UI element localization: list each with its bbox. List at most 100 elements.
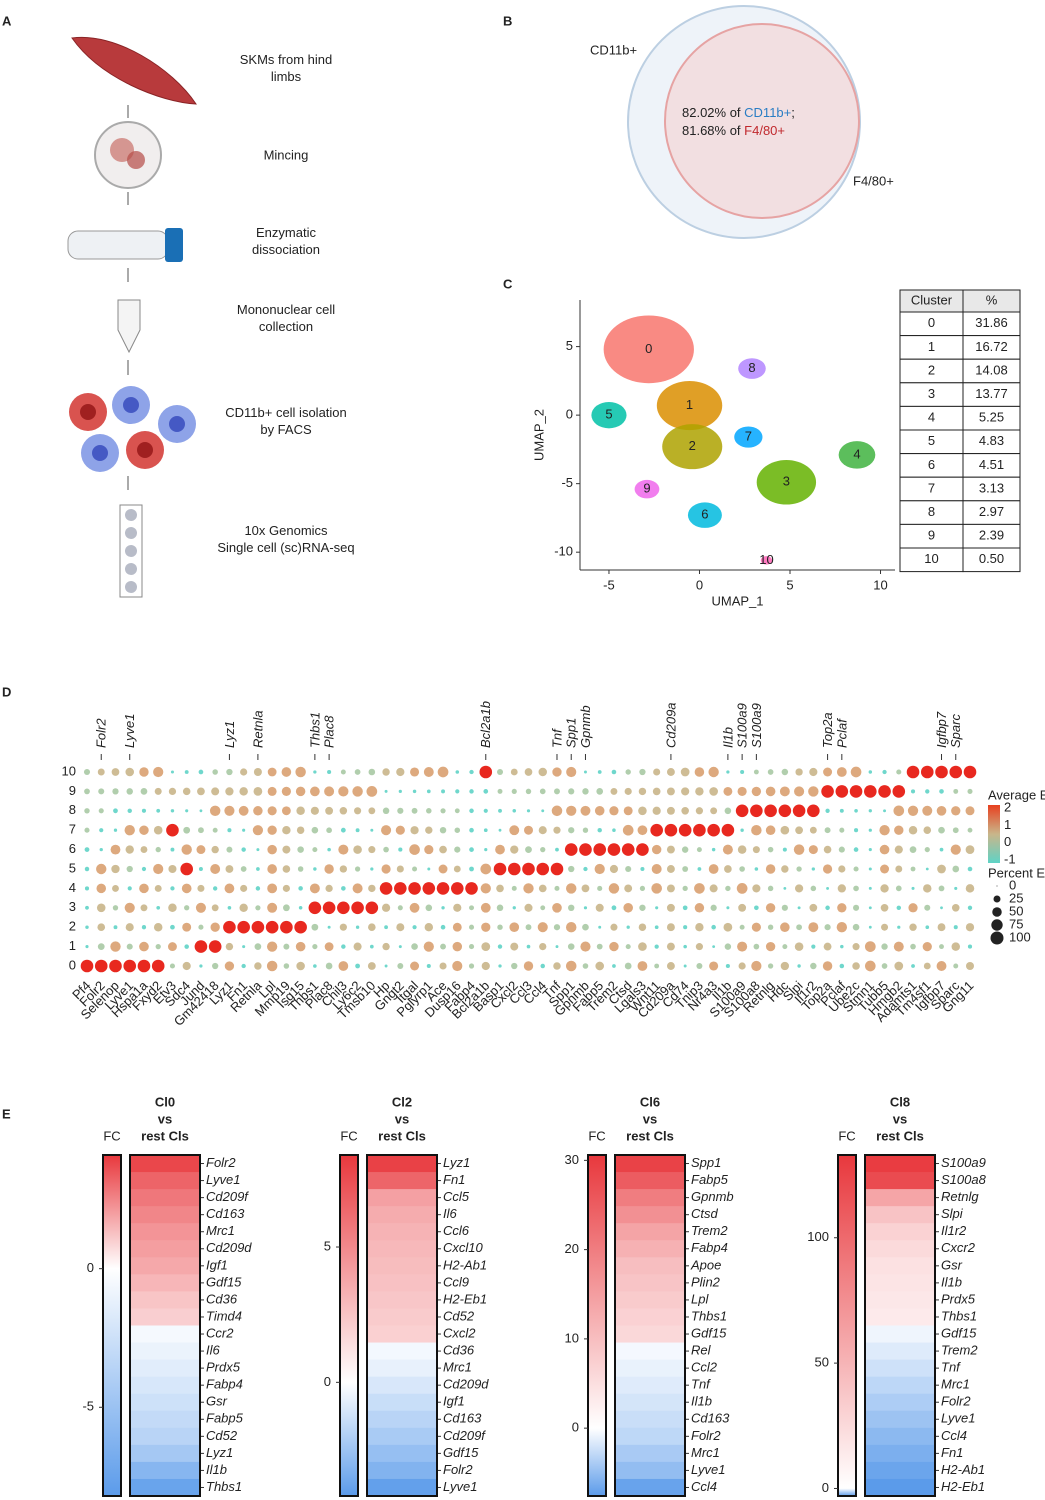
dot [538, 767, 547, 777]
dot [453, 903, 462, 912]
heat-cell [615, 1461, 685, 1480]
dot [808, 922, 819, 933]
dot [909, 846, 917, 853]
dot [326, 827, 332, 834]
dot [539, 942, 547, 951]
dot [568, 788, 575, 795]
heat-cell [130, 1461, 200, 1480]
dot [85, 905, 89, 910]
dot [625, 944, 631, 950]
dot [953, 925, 958, 930]
step-label: 10x Genomics [244, 523, 328, 538]
cell-icon [137, 442, 153, 458]
dot [708, 766, 719, 778]
dot [111, 768, 120, 776]
dot [736, 883, 748, 894]
dot [155, 943, 161, 950]
heatmap-frame [614, 1154, 686, 1497]
dot [199, 809, 203, 813]
dot [239, 787, 248, 796]
marker-dot [351, 901, 364, 915]
dot [752, 884, 761, 893]
table-cell-text: 2.39 [979, 528, 1004, 543]
dot [383, 846, 389, 853]
dot [242, 945, 246, 949]
heatmap-title: Cl6 [640, 1094, 660, 1109]
dot [296, 826, 305, 834]
dot [338, 844, 349, 855]
gene-label: Folr2 [941, 1394, 971, 1409]
dot [355, 963, 360, 969]
dot [312, 944, 318, 950]
gene-label: Lyz1 [206, 1445, 233, 1460]
dot [540, 963, 545, 969]
dot [597, 770, 602, 774]
dot [310, 786, 320, 797]
marker-dot [920, 765, 934, 779]
dot [853, 885, 859, 892]
gene-label: Mrc1 [443, 1360, 472, 1375]
dot [967, 944, 973, 949]
heat-cell [130, 1274, 200, 1292]
heat-cell [130, 1478, 200, 1497]
marker-dot [123, 959, 137, 973]
heat-cell [865, 1223, 935, 1241]
dot [410, 961, 420, 971]
heat-cell [615, 1291, 685, 1309]
dot [639, 768, 646, 776]
dot [298, 906, 303, 910]
dot [381, 825, 392, 836]
dot [695, 807, 704, 815]
heat-cell [130, 1393, 200, 1412]
dot [696, 962, 703, 970]
dot [153, 825, 163, 835]
dot [910, 943, 916, 950]
dot [454, 846, 461, 853]
dot [539, 788, 546, 795]
dot [181, 844, 192, 855]
marker-dot [337, 901, 350, 915]
dot [481, 942, 491, 951]
marker-dot [408, 882, 421, 895]
gene-label: Il1r2 [941, 1223, 967, 1238]
bead-icon [125, 509, 137, 521]
workflow-icons [67, 36, 197, 598]
dot [396, 923, 405, 932]
dot [255, 886, 261, 891]
cluster-blob [738, 358, 766, 379]
legend-dot [993, 895, 1001, 903]
marker-dot [935, 765, 948, 779]
dot [125, 845, 134, 854]
table-header: % [986, 292, 998, 307]
dot [837, 884, 846, 893]
dot [497, 944, 503, 949]
dot [198, 924, 204, 930]
marker-dot [821, 785, 834, 798]
dot [809, 903, 818, 912]
dot [170, 924, 175, 930]
dot [227, 905, 232, 910]
tube-icon [67, 230, 169, 260]
gene-label: Lyz1 [443, 1155, 470, 1170]
dot [340, 769, 346, 775]
dot [567, 943, 575, 950]
dot [112, 905, 119, 911]
dot [225, 942, 234, 951]
dot [737, 941, 748, 952]
table-cell-text: 14.08 [975, 362, 1008, 377]
dot [469, 866, 474, 872]
dot [566, 766, 577, 778]
dot [139, 941, 149, 952]
dot [893, 805, 905, 817]
dot [153, 922, 163, 932]
bead-icon [125, 527, 137, 539]
gene-label: Igf1 [443, 1394, 465, 1409]
dot [441, 789, 446, 794]
gene-label: Plin2 [691, 1274, 721, 1289]
dot [469, 827, 474, 833]
dot [525, 924, 532, 931]
heat-cell [130, 1444, 200, 1463]
dot [339, 923, 347, 931]
marker-dot [436, 882, 450, 895]
gene-label: Gdf15 [443, 1445, 479, 1460]
